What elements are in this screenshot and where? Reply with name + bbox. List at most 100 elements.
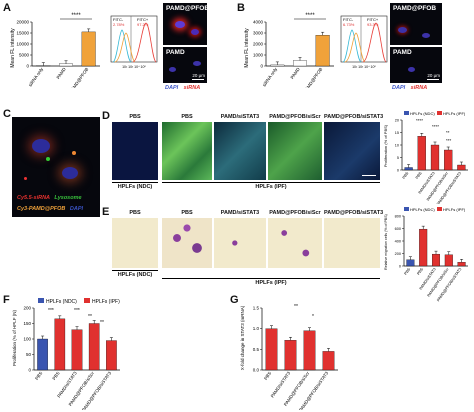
panel-e-cap-3: PAMD@PFOB/siScr [269,210,321,216]
panel-d-bar [404,167,413,171]
panel-g-xlabels: PBSPAMD/siSTAT3PAMD@PFOB/siScrPAMD@PFOB/… [263,370,330,410]
svg-text:10² 10³ 10⁴ 10⁵: 10² 10³ 10⁴ 10⁵ [122,65,146,69]
panel-f-bar [54,318,66,371]
svg-text:*: * [312,314,314,320]
panel-e-group-ipf: HPLFs (IPF) [255,280,287,286]
panel-g-bar [284,340,297,371]
panel-e-cap-4: PAMD@PFOB/siSTAT3 [324,210,384,216]
panel-a-bar-chart: Mean FL intensity 0 5000 10000 15000 20000 s… [10,13,100,88]
panel-a-xlabels: siRNA only PAMD PAMD@PFOB [27,66,89,88]
panel-g-sig: ** * [294,304,314,320]
panel-a-xtick-label: PAMD@PFOB [68,67,89,88]
panel-g-bars [265,325,335,371]
panel-f-bar [71,329,83,371]
panel-a-ytick-label: 5000 [19,53,30,58]
panel-a-flow-pos-percent: 97.2% [137,22,149,27]
panel-d-xtick-label: PAMD@PFOB/siSTAT3 [436,171,462,204]
panel-label-b: B [237,2,245,14]
panel-d-cap-1: PBS [181,114,193,120]
panel-e-bars [406,225,466,267]
panel-g-ytick-label: 0.5 [253,347,260,352]
panel-b-ytick-label: 0 [260,64,263,69]
panel-d-bar [457,164,466,171]
panel-d-ytick-label: 10 [395,144,399,148]
svg-text:HPLFs (IPF): HPLFs (IPF) [443,207,466,212]
panel-e-bar-chart: HPLFs (NDC) HPLFs (IPF) Relative migrati… [384,207,468,302]
svg-text:**: ** [88,314,92,320]
panel-d-image-pamd-sistat3 [214,122,266,180]
panel-d-cap-0: PBS [129,114,141,120]
panel-g-bar [265,328,278,371]
panel-e-ytick-label: 200 [395,252,401,256]
panel-d-cap-2: PAMD/siSTAT3 [220,114,260,120]
panel-a-image-pamd: PAMD 20 μm [163,47,207,83]
panel-f-xtick-label: PAMD@PFOB/siSTAT3 [81,370,113,410]
panel-d-bar [430,144,440,171]
panel-e-image-pamd-sistat3 [214,218,266,268]
panel-a-flow-frame [110,15,158,63]
svg-text:**: ** [294,304,298,310]
panel-g-xtick-label: PAMD/siSTAT3 [270,370,292,398]
panel-d-image-pamd-pfob-sistat3 [324,122,380,180]
panel-d-image-pbs-ipf [162,122,212,180]
panel-d-bar [444,149,453,171]
panel-a-xtick-label: siRNA only [27,66,44,88]
panel-label-g: G [230,294,239,306]
panel-b-ylabel: Mean FL intensity [244,28,250,68]
panel-d-ytick-label: 15 [395,131,399,135]
panel-e-ytick-label: 800 [395,215,401,219]
panel-a-flow-curve-red [132,22,157,63]
svg-text:****: **** [432,124,439,129]
panel-e-image-pbs-ndc [112,218,158,268]
panel-a-flow-histogram: FITC- 2.78% FITC+ 97.2% 10² 10³ 10⁴ 10⁵ [110,15,158,69]
panel-b-ytick-label: 3000 [253,31,264,36]
panel-b-flow-pos-percent: 93.3% [367,22,379,27]
panel-d-bracket-ndc [112,182,158,183]
panel-b-ytick-label: 1000 [253,53,264,58]
panel-d-xtick-label: PBS [415,171,423,180]
panel-b-flow-neg-percent: 6.73% [343,22,355,27]
panel-c-legend-row-1: Cy5.5-siRNA Lysosome [17,195,82,201]
svg-text:****: **** [416,118,423,123]
panel-d-sig: **** **** ** *** [416,118,452,143]
svg-text:**: ** [100,320,104,326]
panel-d-group-ndc: HPLFs (NDC) [117,184,153,190]
panel-f-bar [88,323,100,371]
panel-f-ytick-label: 0 [28,368,31,373]
panel-g-ytick-label: 1.0 [253,326,260,331]
panel-d-image-pamd-pfob-siscr [268,122,322,180]
panel-e-bar [444,254,453,267]
panel-d-ytick-label: 5 [397,156,399,160]
panel-b-flow-pos-label: FITC+ [367,17,379,22]
panel-e-xtick-label: PBS [404,267,412,276]
panel-d-ylabel: Proliferation (% of PBS) [383,124,388,167]
panel-f-xtick-label: PBS [34,371,43,381]
panel-f-ylabel: Proliferation (% of HPLF (N) [12,309,17,366]
panel-e-ylabel: Relative migration cells (% of PBS) [384,214,388,270]
svg-text:HPLFs (IPF): HPLFs (IPF) [443,111,466,116]
panel-a-scale-label: 20 μm [192,73,205,78]
panel-d-xlabels: PBS PBSPAMD/siSTAT3PAMD@PFOB/siScrPAMD@PF… [402,171,462,204]
panel-label-a: A [3,2,11,14]
panel-g-bar-chart: X-fold change in STAT3 (mRNA) 0.0 0.5 1.0 1… [240,304,338,410]
svg-text:***: *** [74,308,80,314]
panel-a-flow-neg-label: FITC- [113,17,124,22]
svg-text:HPLFs (NDC): HPLFs (NDC) [46,299,77,305]
panel-d-image-pbs-ndc [112,122,158,180]
panel-b-flow-histogram: FITC- 6.73% FITC+ 93.3% 10² 10³ 10⁴ 10⁵ [340,15,388,69]
panel-b-flow-neg-label: FITC- [343,17,354,22]
panel-g-xtick-label: PBS [263,371,272,381]
panel-e-bar [457,262,466,267]
panel-label-d: D [102,110,110,122]
svg-text:***: *** [446,138,452,143]
panel-a-bar [59,63,73,67]
panel-b-xlabels: siRNA only PAMD PAMD@PFOB [261,66,323,88]
panel-e-ytick-label: 0 [399,265,401,269]
panel-d-ytick-label: 0 [397,169,399,173]
panel-a-ytick-label: 15000 [16,31,29,36]
panel-b-image-pamd: PAMD 20 μm [390,47,442,83]
panel-b-stain-legend: DAPI siRNA [392,85,428,91]
panel-a-flow-curve-cyan [112,29,132,63]
panel-e-bar [419,228,428,267]
panel-a-ytick-label: 20000 [16,20,29,25]
